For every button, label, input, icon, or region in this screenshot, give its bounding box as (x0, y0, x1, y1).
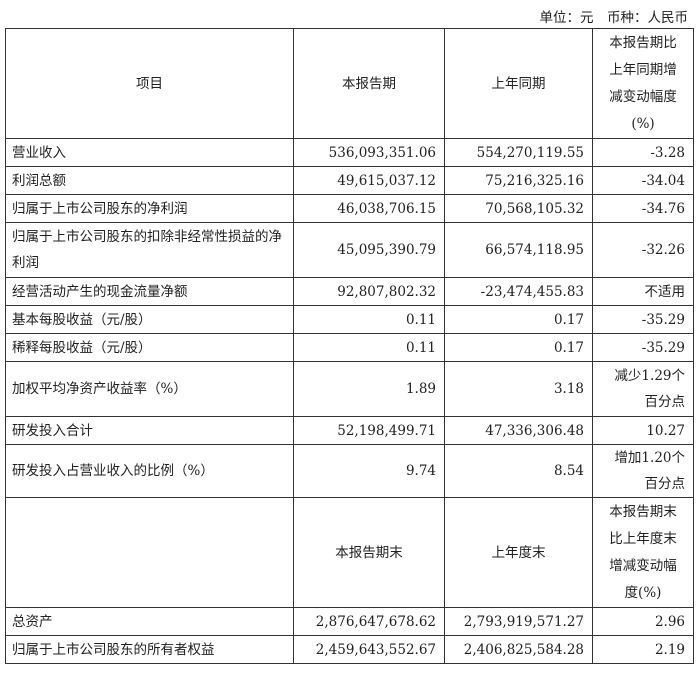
row-change-line: 不适用 (644, 283, 686, 300)
row-change-line: 10.27 (646, 422, 685, 439)
table-row: 利润总额 49,615,037.12 75,216,325.16 -34.04 (5, 166, 694, 195)
subheader-change-line: 增减变动幅 (609, 557, 677, 574)
row-change-line: 百分点 (644, 394, 686, 410)
table-row: 研发投入合计 52,198,499.71 47,336,306.48 10.27 (5, 416, 694, 445)
row-prior: 70,568,105.32 (444, 194, 593, 223)
row-change: -35.29 (592, 305, 694, 334)
header-change-line: 减变动幅度 (609, 88, 677, 105)
subheader-change-line: 度(%) (624, 584, 662, 601)
header-change: 本报告期比 上年同期增 减变动幅度 (%) (592, 28, 694, 139)
row-change-line: -34.76 (641, 200, 685, 217)
table-row: 总资产 2,876,647,678.62 2,793,919,571.27 2.96 (5, 607, 694, 636)
row-item: 总资产 (5, 607, 294, 636)
table-row: 经营活动产生的现金流量净额 92,807,802.32 -23,474,455.83… (5, 277, 694, 306)
subheader-change: 本报告期末比上年度末增减变动幅度(%) (592, 497, 694, 608)
row-change: -35.29 (592, 333, 694, 362)
row-item: 归属于上市公司股东的扣除非经常性损益的净利润 (5, 222, 294, 278)
row-change: -32.26 (592, 222, 694, 278)
row-prior: 3.18 (444, 361, 593, 417)
header-current-period: 本报告期 (293, 28, 445, 139)
row-change: -34.04 (592, 166, 694, 195)
row-prior: 2,406,825,584.28 (444, 635, 593, 664)
row-change: 不适用 (592, 277, 694, 306)
subheader-change-line: 本报告期末 (609, 503, 677, 520)
row-current: 1.89 (293, 361, 445, 417)
row-change: 2.19 (592, 635, 694, 664)
row-change-line: -34.04 (641, 172, 685, 189)
row-current: 0.11 (293, 333, 445, 362)
row-change-line: 2.19 (654, 641, 685, 658)
row-change-line: -35.29 (641, 311, 685, 328)
row-change: 2.96 (592, 607, 694, 636)
row-item: 稀释每股收益（元/股） (5, 333, 294, 362)
row-change-line: 增加1.20个 (614, 450, 685, 466)
row-prior: 0.17 (444, 305, 593, 334)
row-prior: 2,793,919,571.27 (444, 607, 593, 636)
row-item: 经营活动产生的现金流量净额 (5, 277, 294, 306)
row-prior: 8.54 (444, 444, 593, 498)
row-prior: 75,216,325.16 (444, 166, 593, 195)
row-change-line: -32.26 (641, 242, 685, 258)
header-change-line: 本报告期比 (609, 34, 677, 51)
row-current: 49,615,037.12 (293, 166, 445, 195)
row-current: 46,038,706.15 (293, 194, 445, 223)
row-change-line: 百分点 (644, 476, 686, 492)
row-item: 加权平均净资产收益率（%） (5, 361, 294, 417)
row-change-line: -3.28 (650, 144, 685, 161)
table-row: 基本每股收益（元/股） 0.11 0.17 -35.29 (5, 305, 694, 334)
table-subheader-row: 本报告期末 上年度末 本报告期末 比上年度末 增减变动幅 度(%) (5, 497, 694, 608)
row-current: 0.11 (293, 305, 445, 334)
row-current: 536,093,351.06 (293, 138, 445, 167)
row-prior: 66,574,118.95 (444, 222, 593, 278)
row-item: 基本每股收益（元/股） (5, 305, 294, 334)
subheader-current-period-end: 本报告期末 (293, 497, 445, 608)
row-change-line: 2.96 (654, 613, 685, 630)
header-change-line: 上年同期增 (609, 61, 677, 78)
header-item: 项目 (5, 28, 294, 139)
row-item: 研发投入合计 (5, 416, 294, 445)
header-prior-period: 上年同期 (444, 28, 593, 139)
row-change: 增加1.20个百分点 (592, 444, 694, 498)
row-current: 2,876,647,678.62 (293, 607, 445, 636)
row-current: 2,459,643,552.67 (293, 635, 445, 664)
currency-unit-note: 单位：元 币种：人民币 (539, 10, 689, 26)
row-change: -34.76 (592, 194, 694, 223)
table-row: 归属于上市公司股东的所有者权益 2,459,643,552.67 2,406,825… (5, 635, 694, 664)
row-item: 研发投入占营业收入的比例（%） (5, 444, 294, 498)
row-change-line: -35.29 (641, 339, 685, 356)
subheader-change-line: 比上年度末 (609, 530, 677, 547)
subheader-prior-year-end: 上年度末 (444, 497, 593, 608)
row-current: 9.74 (293, 444, 445, 498)
row-change: 减少1.29个百分点 (592, 361, 694, 417)
row-current: 52,198,499.71 (293, 416, 445, 445)
header-change-line: (%) (631, 115, 655, 132)
table-header-row: 项目 本报告期 上年同期 本报告期比 上年同期增 减变动幅度 (%) (5, 28, 694, 139)
row-item: 归属于上市公司股东的所有者权益 (5, 635, 294, 664)
row-item: 利润总额 (5, 166, 294, 195)
subheader-item-blank (5, 497, 294, 608)
table-row: 加权平均净资产收益率（%） 1.89 3.18 减少1.29个 百分点 (5, 361, 694, 417)
row-change-line: 减少1.29个 (614, 368, 685, 384)
row-prior: 554,270,119.55 (444, 138, 593, 167)
row-prior: 0.17 (444, 333, 593, 362)
row-item: 营业收入 (5, 138, 294, 167)
row-change: -3.28 (592, 138, 694, 167)
table-row: 营业收入 536,093,351.06 554,270,119.55 -3.28 (5, 138, 694, 167)
row-item: 归属于上市公司股东的净利润 (5, 194, 294, 223)
row-current: 45,095,390.79 (293, 222, 445, 278)
row-change: 10.27 (592, 416, 694, 445)
table-row: 归属于上市公司股东的扣除非经常性损益的净利润 45,095,390.79 66,57… (5, 222, 694, 278)
table-row: 归属于上市公司股东的净利润 46,038,706.15 70,568,105.32 -… (5, 194, 694, 223)
row-current: 92,807,802.32 (293, 277, 445, 306)
row-prior: 47,336,306.48 (444, 416, 593, 445)
table-row: 研发投入占营业收入的比例（%） 9.74 8.54 增加1.20个 百分点 (5, 444, 694, 498)
row-prior: -23,474,455.83 (444, 277, 593, 306)
financial-data-table: 项目 本报告期 上年同期 本报告期比 上年同期增 减变动幅度 (%) 营业收入 5… (5, 28, 694, 664)
table-row: 稀释每股收益（元/股） 0.11 0.17 -35.29 (5, 333, 694, 362)
